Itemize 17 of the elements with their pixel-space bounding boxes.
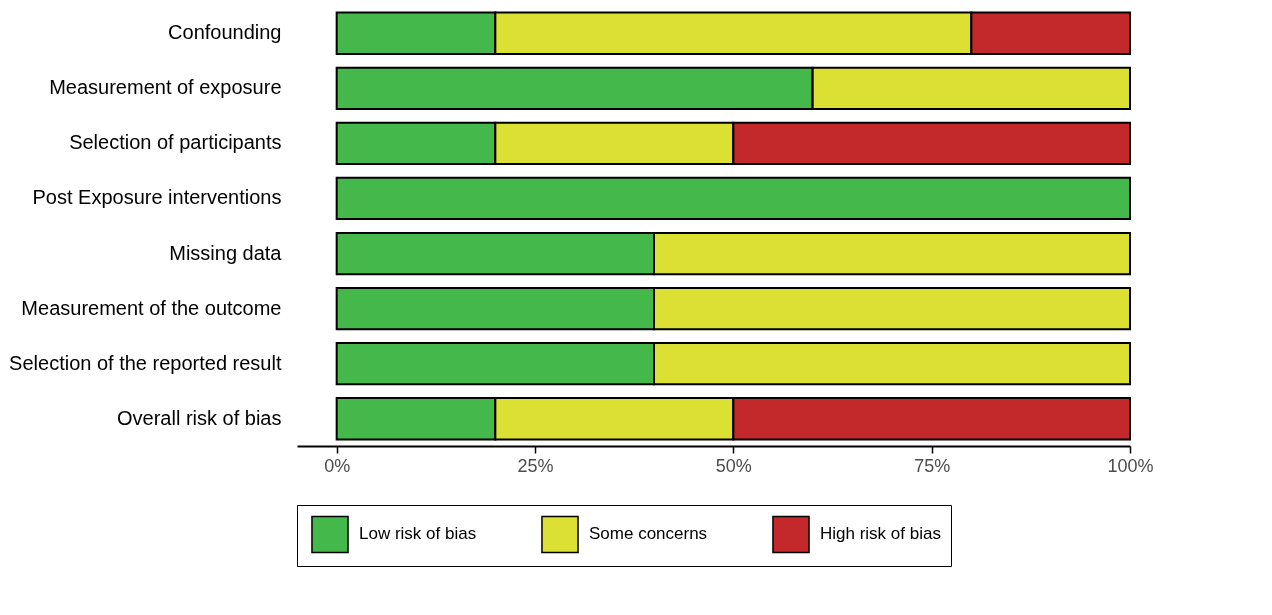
x-tick-label: 100% (1107, 455, 1154, 476)
x-tick-label: 25% (517, 455, 554, 476)
y-tick-label: Overall risk of bias (117, 406, 282, 429)
y-tick-label: Measurement of the outcome (21, 296, 282, 319)
y-tick-label: Selection of the reported result (9, 351, 282, 374)
bar (335, 176, 1131, 221)
y-tick-label: Missing data (169, 241, 283, 264)
y-tick-label: Measurement of exposure (49, 76, 282, 99)
x-tick-label: 75% (914, 455, 951, 476)
legend-label: Low risk of bias (359, 524, 477, 544)
x-tick-label: 50% (715, 455, 752, 476)
y-tick-label: Confounding (168, 21, 282, 44)
x-tick-label: 0% (324, 455, 351, 476)
y-tick-label: Selection of participants (69, 131, 282, 154)
y-tick-label: Post Exposure interventions (32, 186, 282, 209)
legend-label: Some concerns (589, 524, 708, 544)
legend-label: High risk of bias (820, 524, 941, 544)
